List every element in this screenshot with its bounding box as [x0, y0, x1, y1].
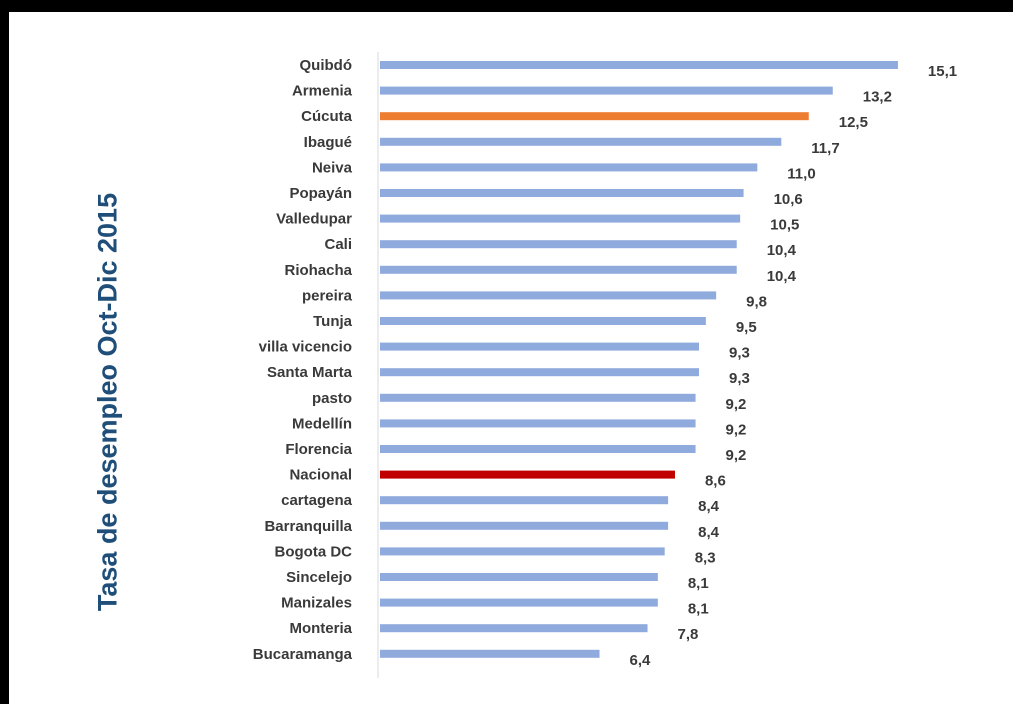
value-label: 11,7 [811, 140, 839, 157]
value-label: 12,5 [839, 114, 868, 131]
category-label: Santa Marta [267, 364, 353, 381]
bar-18 [380, 521, 669, 530]
category-label: Ibagué [304, 134, 352, 151]
bar-20 [380, 573, 658, 581]
bar-1 [380, 86, 833, 95]
value-label: 9,2 [726, 396, 747, 413]
category-label: Riohacha [284, 262, 352, 279]
bar-2 [380, 112, 809, 121]
category-label: pasto [312, 390, 352, 407]
value-label: 9,3 [729, 370, 750, 387]
bar-8 [380, 265, 737, 274]
value-label: 10,4 [767, 242, 797, 259]
value-label: 13,2 [863, 89, 892, 106]
bar-15 [380, 445, 696, 453]
value-label: 10,5 [770, 217, 799, 234]
category-label: Medellín [292, 415, 352, 432]
chart-frame: Quibdó Armenia Cúcuta Ibagué Neiva Popayán Val… [9, 12, 1013, 704]
category-label: Quibdó [300, 57, 353, 74]
category-label: Barranquilla [264, 518, 352, 535]
category-label: Sincelejo [286, 569, 352, 586]
value-label: 7,8 [678, 626, 699, 643]
category-label: Bucaramanga [253, 646, 353, 663]
bar-6 [380, 214, 741, 223]
category-label: Manizales [281, 595, 352, 612]
bar-5 [380, 189, 744, 197]
category-label: Bogota DC [275, 543, 353, 560]
value-label: 8,3 [695, 549, 716, 566]
value-label: 9,8 [746, 293, 767, 310]
value-labels: 15,113,212,511,711,010,610,510,410,49,89… [630, 63, 958, 669]
value-label: 9,3 [729, 345, 750, 362]
bar-17 [380, 496, 669, 505]
bars-group [380, 61, 898, 658]
bar-chart: Quibdó Armenia Cúcuta Ibagué Neiva Popayán Val… [253, 52, 958, 678]
category-label: Popayán [289, 185, 352, 202]
y-axis-title: Tasa de desempleo Oct-Dic 2015 [92, 192, 123, 612]
bar-7 [380, 240, 737, 249]
category-label: Monteria [289, 620, 352, 637]
value-label: 9,5 [736, 319, 757, 336]
bar-13 [380, 393, 696, 402]
value-label: 10,4 [767, 268, 797, 285]
value-label: 8,4 [698, 498, 720, 515]
bar-16 [380, 470, 675, 479]
bar-10 [380, 317, 706, 325]
value-label: 8,4 [698, 524, 720, 541]
bar-4 [380, 163, 758, 172]
value-label: 10,6 [774, 191, 803, 208]
bar-9 [380, 291, 717, 300]
bar-3 [380, 137, 782, 146]
bar-14 [380, 419, 696, 428]
category-label: Valledupar [276, 211, 352, 228]
bar-21 [380, 598, 658, 607]
bar-22 [380, 624, 648, 633]
category-label: Florencia [285, 441, 352, 458]
bar-19 [380, 547, 665, 556]
value-label: 9,2 [726, 447, 747, 464]
value-label: 8,6 [705, 473, 726, 490]
category-label: Armenia [292, 83, 353, 100]
value-label: 8,1 [688, 575, 709, 592]
category-label: pereira [302, 287, 353, 304]
bar-23 [380, 649, 600, 658]
category-label: Cali [324, 236, 352, 253]
category-label: Nacional [289, 467, 352, 484]
value-label: 15,1 [928, 63, 957, 80]
bar-12 [380, 368, 699, 377]
value-label: 8,1 [688, 601, 709, 618]
category-label: Tunja [313, 313, 353, 330]
category-label: Neiva [312, 159, 353, 176]
value-label: 11,0 [787, 165, 815, 182]
category-label: cartagena [281, 492, 353, 509]
bar-0 [380, 61, 898, 69]
bar-11 [380, 342, 699, 351]
category-labels: Quibdó Armenia Cúcuta Ibagué Neiva Popayán Val… [253, 57, 353, 663]
category-label: Cúcuta [301, 108, 352, 125]
value-label: 6,4 [630, 652, 652, 669]
category-label: villa vicencio [259, 339, 352, 356]
value-label: 9,2 [726, 421, 747, 438]
